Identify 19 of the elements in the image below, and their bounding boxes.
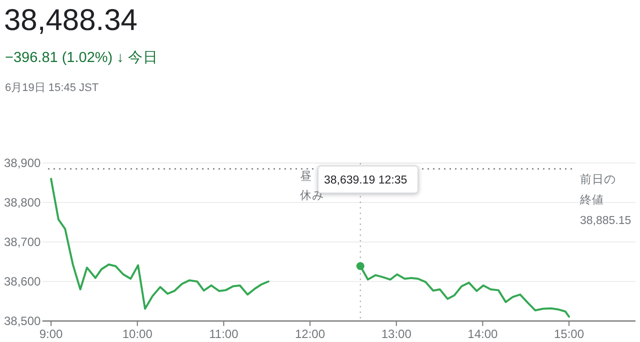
y-tick-label: 38,700 (4, 235, 42, 250)
x-tick-label: 10:00 (122, 327, 153, 341)
x-tick-label: 9:00 (39, 327, 64, 341)
text: 6月19日 15:45 JST (5, 82, 99, 94)
y-tick-label: 38,600 (4, 274, 42, 289)
chart-title: 38,488.34 (4, 4, 138, 37)
ref-line-label: 前日の終値 38,885.15 (579, 172, 632, 227)
y-tick-label: 38,500 (4, 314, 42, 328)
line-series (50, 178, 270, 310)
chart-subtitle: −396.81 (1.02%) ↓ 今日 (5, 49, 158, 66)
annotation: 38,639.19 12:35 (324, 174, 408, 186)
x-tick-label: 14:00 (468, 327, 498, 341)
x-tick-label: 13:00 (381, 327, 412, 341)
x-tick-label: 12:00 (295, 327, 326, 341)
y-tick-label: 38,900 (4, 156, 42, 170)
annotation: 昼休み (300, 170, 324, 202)
y-tick-label: 38,800 (4, 196, 42, 210)
x-tick-label: 15:00 (554, 327, 584, 341)
x-tick-label: 11:00 (209, 327, 239, 341)
